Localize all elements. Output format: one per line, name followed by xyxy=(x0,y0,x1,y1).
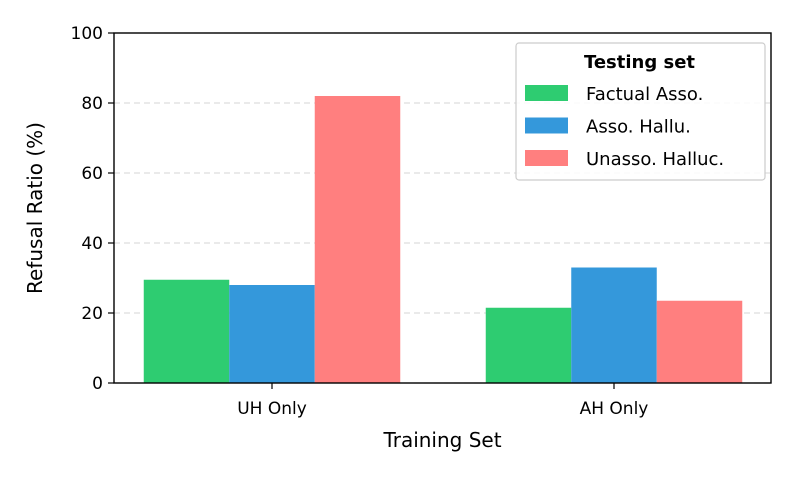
bar xyxy=(314,96,401,383)
legend-label: Factual Asso. xyxy=(586,84,703,105)
y-tick-label: 0 xyxy=(92,374,103,394)
y-axis-title: Refusal Ratio (%) xyxy=(23,122,47,294)
x-tick-label: AH Only xyxy=(580,399,649,419)
legend: Testing set Factual Asso. Asso. Hallu. Unas… xyxy=(515,42,766,181)
bar xyxy=(143,279,230,383)
bar xyxy=(229,285,315,383)
bar xyxy=(571,267,657,383)
legend-title: Testing set xyxy=(584,52,695,73)
legend-label: Asso. Hallu. xyxy=(586,117,691,138)
x-tick-label: UH Only xyxy=(237,399,307,419)
bar xyxy=(656,300,743,383)
y-tick-label: 100 xyxy=(71,24,103,44)
legend-swatch xyxy=(525,85,568,101)
y-axis-ticks: 0 20 40 60 80 100 xyxy=(71,24,114,394)
x-axis-title: Training Set xyxy=(382,428,501,452)
bar xyxy=(485,307,572,383)
bars xyxy=(143,96,743,383)
legend-swatch xyxy=(525,150,568,166)
y-tick-label: 60 xyxy=(81,164,103,184)
y-tick-label: 40 xyxy=(81,234,103,254)
y-tick-label: 20 xyxy=(81,304,103,324)
legend-swatch xyxy=(525,117,568,134)
plot-frame xyxy=(113,32,772,384)
legend-label: Unasso. Halluc. xyxy=(586,149,724,170)
y-tick-label: 80 xyxy=(81,94,103,114)
x-axis-ticks: UH Only AH Only xyxy=(237,383,648,419)
legend-box xyxy=(515,42,766,181)
